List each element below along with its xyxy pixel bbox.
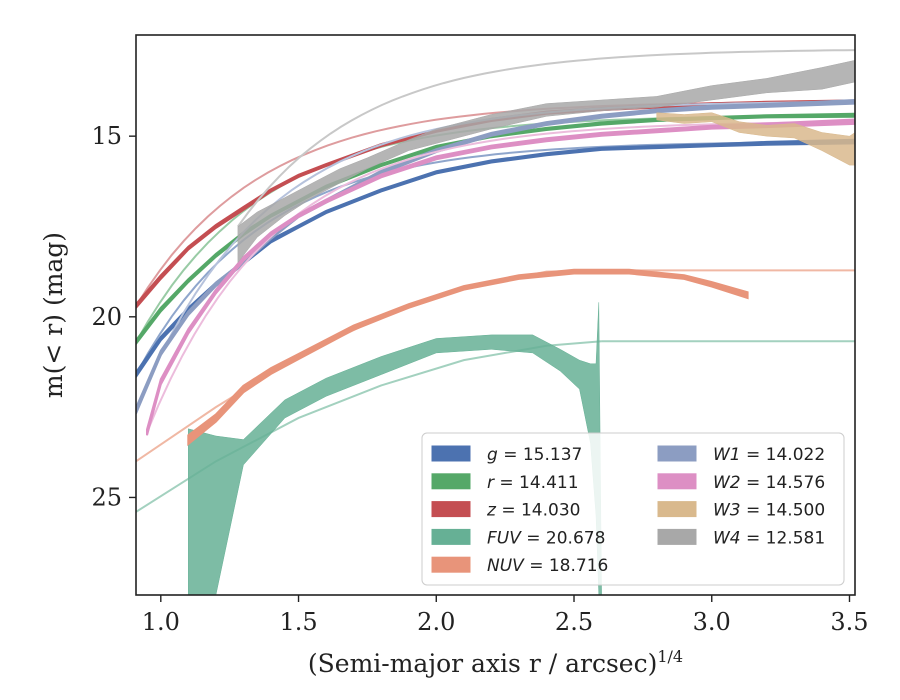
legend-label-w4: W4 = 12.581: [713, 528, 825, 548]
legend-var-fuv: FUV: [487, 528, 522, 548]
y-axis-label: m(< r) (mag): [39, 232, 68, 398]
legend-val-nuv: = 18.716: [524, 556, 609, 576]
x-tick-label: 3.0: [693, 608, 731, 636]
series-w2-band: [146, 118, 855, 436]
x-axis-label: (Semi-major axis r / arcsec)1/4: [308, 647, 683, 678]
legend-val-w1: = 14.022: [741, 445, 826, 465]
legend-var-g: g: [487, 445, 498, 465]
y-tick-label: 20: [91, 303, 122, 331]
legend-label-z: z = 14.030: [486, 501, 580, 521]
legend-swatch-w3: [657, 501, 697, 518]
legend-var-w2: W2: [713, 473, 741, 493]
legend-swatch-r: [431, 473, 471, 490]
legend-label-fuv: FUV = 20.678: [487, 528, 605, 548]
series-w4-band: [237, 60, 855, 264]
legend-swatch-w2: [657, 473, 697, 490]
x-tick-label: 2.5: [555, 608, 593, 636]
legend-swatch-g: [431, 445, 471, 462]
legend-swatch-fuv: [431, 528, 471, 545]
axis-ticks: 1.0 1.5 2.0 2.5 3.0 3.5 15 20 25: [91, 122, 868, 636]
x-tick-label: 2.0: [417, 608, 455, 636]
legend-var-w4: W4: [713, 528, 741, 548]
legend-label-w3: W3 = 14.500: [713, 501, 825, 521]
legend-label-w2: W2 = 14.576: [713, 473, 825, 493]
axes-frame: [135, 34, 856, 596]
series-g-band: [136, 138, 855, 379]
legend-val-r: = 14.411: [494, 473, 579, 493]
legend-var-z: z: [486, 501, 497, 521]
plot-area: [136, 49, 855, 595]
legend-label-w1: W1 = 14.022: [713, 445, 825, 465]
legend-var-w3: W3: [713, 501, 741, 521]
legend-var-nuv: NUV: [487, 556, 525, 576]
legend-var-r: r: [487, 473, 495, 493]
legend-val-fuv: = 20.678: [521, 528, 606, 548]
legend-label-g: g = 15.137: [487, 445, 582, 465]
legend-box: [421, 432, 845, 586]
legend-swatch-z: [431, 501, 471, 518]
series-fuv-band: [188, 302, 602, 595]
x-tick-label: 1.5: [279, 608, 317, 636]
legend-val-w4: = 12.581: [741, 528, 826, 548]
series-z-band: [136, 99, 855, 310]
legend-val-z: = 14.030: [496, 501, 581, 521]
legend-val-w3: = 14.500: [741, 501, 826, 521]
legend-var-w1: W1: [713, 445, 741, 465]
legend-val-w2: = 14.576: [741, 473, 826, 493]
legend-label-nuv: NUV = 18.716: [487, 556, 608, 576]
x-tick-label: 1.0: [142, 608, 180, 636]
series-nuv-band: [187, 268, 749, 447]
legend-swatch-w1: [657, 445, 697, 462]
legend-swatch-w4: [657, 528, 697, 545]
legend-label-r: r = 14.411: [487, 473, 579, 493]
series-w3-band: [656, 112, 855, 166]
legend-swatch-nuv: [431, 556, 471, 573]
legend-val-g: = 15.137: [498, 445, 583, 465]
x-tick-label: 3.5: [830, 608, 868, 636]
model-w4: [237, 49, 855, 228]
y-tick-label: 25: [91, 483, 122, 511]
y-tick-label: 15: [91, 122, 122, 150]
